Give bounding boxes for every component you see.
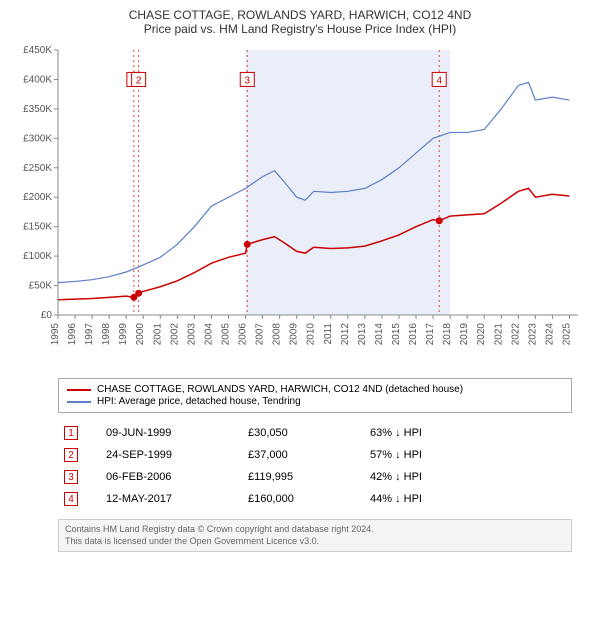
sale-price: £30,050	[244, 423, 364, 443]
attribution-footer: Contains HM Land Registry data © Crown c…	[58, 519, 572, 552]
svg-text:2000: 2000	[135, 323, 146, 346]
table-row: 2 24-SEP-1999£37,00057% ↓ HPI	[60, 445, 570, 465]
footer-line-2: This data is licensed under the Open Gov…	[65, 536, 565, 548]
sale-marker-box: 1	[64, 426, 78, 440]
svg-text:1996: 1996	[67, 323, 78, 346]
svg-text:2019: 2019	[459, 323, 470, 346]
svg-text:£250K: £250K	[23, 163, 52, 174]
legend-label: CHASE COTTAGE, ROWLANDS YARD, HARWICH, C…	[97, 384, 463, 395]
sale-date: 24-SEP-1999	[102, 445, 242, 465]
svg-text:2007: 2007	[255, 323, 266, 346]
sale-delta: 44% ↓ HPI	[366, 489, 570, 509]
svg-text:2022: 2022	[510, 323, 521, 346]
svg-text:2008: 2008	[272, 323, 283, 346]
svg-text:2009: 2009	[289, 323, 300, 346]
svg-text:2025: 2025	[561, 323, 572, 346]
svg-text:1999: 1999	[118, 323, 129, 346]
svg-text:2015: 2015	[391, 323, 402, 346]
svg-text:2018: 2018	[442, 323, 453, 346]
svg-text:2023: 2023	[527, 323, 538, 346]
legend-swatch	[67, 401, 91, 403]
price-chart: £0 £50K £100K £150K £200K £250K £300K £350K £400…	[8, 40, 592, 370]
sale-marker-box: 2	[64, 448, 78, 462]
svg-text:1998: 1998	[101, 323, 112, 346]
svg-text:2004: 2004	[203, 323, 214, 346]
table-row: 1 09-JUN-1999£30,05063% ↓ HPI	[60, 423, 570, 443]
svg-text:2024: 2024	[544, 323, 555, 346]
svg-text:£350K: £350K	[23, 104, 52, 115]
svg-text:£200K: £200K	[23, 192, 52, 203]
svg-text:£450K: £450K	[23, 45, 52, 56]
svg-text:2005: 2005	[220, 323, 231, 346]
legend-row: HPI: Average price, detached house, Tend…	[67, 396, 563, 407]
legend: CHASE COTTAGE, ROWLANDS YARD, HARWICH, C…	[58, 378, 572, 413]
svg-text:£100K: £100K	[23, 251, 52, 262]
svg-text:2016: 2016	[408, 323, 419, 346]
svg-text:2012: 2012	[340, 323, 351, 346]
sale-price: £119,995	[244, 467, 364, 487]
sale-price: £160,000	[244, 489, 364, 509]
chart-title-block: CHASE COTTAGE, ROWLANDS YARD, HARWICH, C…	[8, 8, 592, 36]
legend-swatch	[67, 389, 91, 391]
svg-text:1995: 1995	[50, 323, 61, 346]
chart-area: £0 £50K £100K £150K £200K £250K £300K £350K £400…	[8, 40, 592, 370]
sale-delta: 42% ↓ HPI	[366, 467, 570, 487]
svg-text:3: 3	[244, 75, 250, 86]
svg-text:1997: 1997	[84, 323, 95, 346]
legend-row: CHASE COTTAGE, ROWLANDS YARD, HARWICH, C…	[67, 384, 563, 395]
svg-text:2010: 2010	[306, 323, 317, 346]
sale-marker-box: 3	[64, 470, 78, 484]
svg-text:4: 4	[436, 75, 442, 86]
sale-delta: 63% ↓ HPI	[366, 423, 570, 443]
table-row: 3 06-FEB-2006£119,99542% ↓ HPI	[60, 467, 570, 487]
footer-line-1: Contains HM Land Registry data © Crown c…	[65, 524, 565, 536]
sale-delta: 57% ↓ HPI	[366, 445, 570, 465]
svg-text:2002: 2002	[169, 323, 180, 346]
sale-date: 06-FEB-2006	[102, 467, 242, 487]
svg-text:£400K: £400K	[23, 74, 52, 85]
sale-date: 09-JUN-1999	[102, 423, 242, 443]
svg-text:2011: 2011	[323, 323, 334, 345]
svg-text:£300K: £300K	[23, 133, 52, 144]
sales-table: 1 09-JUN-1999£30,05063% ↓ HPI 2 24-SEP-1999…	[58, 421, 572, 511]
svg-text:2001: 2001	[152, 323, 163, 346]
table-row: 4 12-MAY-2017£160,00044% ↓ HPI	[60, 489, 570, 509]
svg-text:2003: 2003	[186, 323, 197, 346]
svg-text:£50K: £50K	[29, 281, 53, 292]
svg-text:2013: 2013	[357, 323, 368, 346]
svg-text:2: 2	[136, 75, 142, 86]
svg-text:2006: 2006	[238, 323, 249, 346]
svg-text:2020: 2020	[476, 323, 487, 346]
title-line-1: CHASE COTTAGE, ROWLANDS YARD, HARWICH, C…	[8, 8, 592, 22]
sale-marker-box: 4	[64, 492, 78, 506]
svg-text:£150K: £150K	[23, 222, 52, 233]
sale-price: £37,000	[244, 445, 364, 465]
title-line-2: Price paid vs. HM Land Registry's House …	[8, 22, 592, 36]
sale-date: 12-MAY-2017	[102, 489, 242, 509]
svg-text:£0: £0	[41, 310, 53, 321]
legend-label: HPI: Average price, detached house, Tend…	[97, 396, 301, 407]
svg-text:2017: 2017	[425, 323, 436, 346]
svg-text:2014: 2014	[374, 323, 385, 346]
svg-text:2021: 2021	[493, 323, 504, 346]
